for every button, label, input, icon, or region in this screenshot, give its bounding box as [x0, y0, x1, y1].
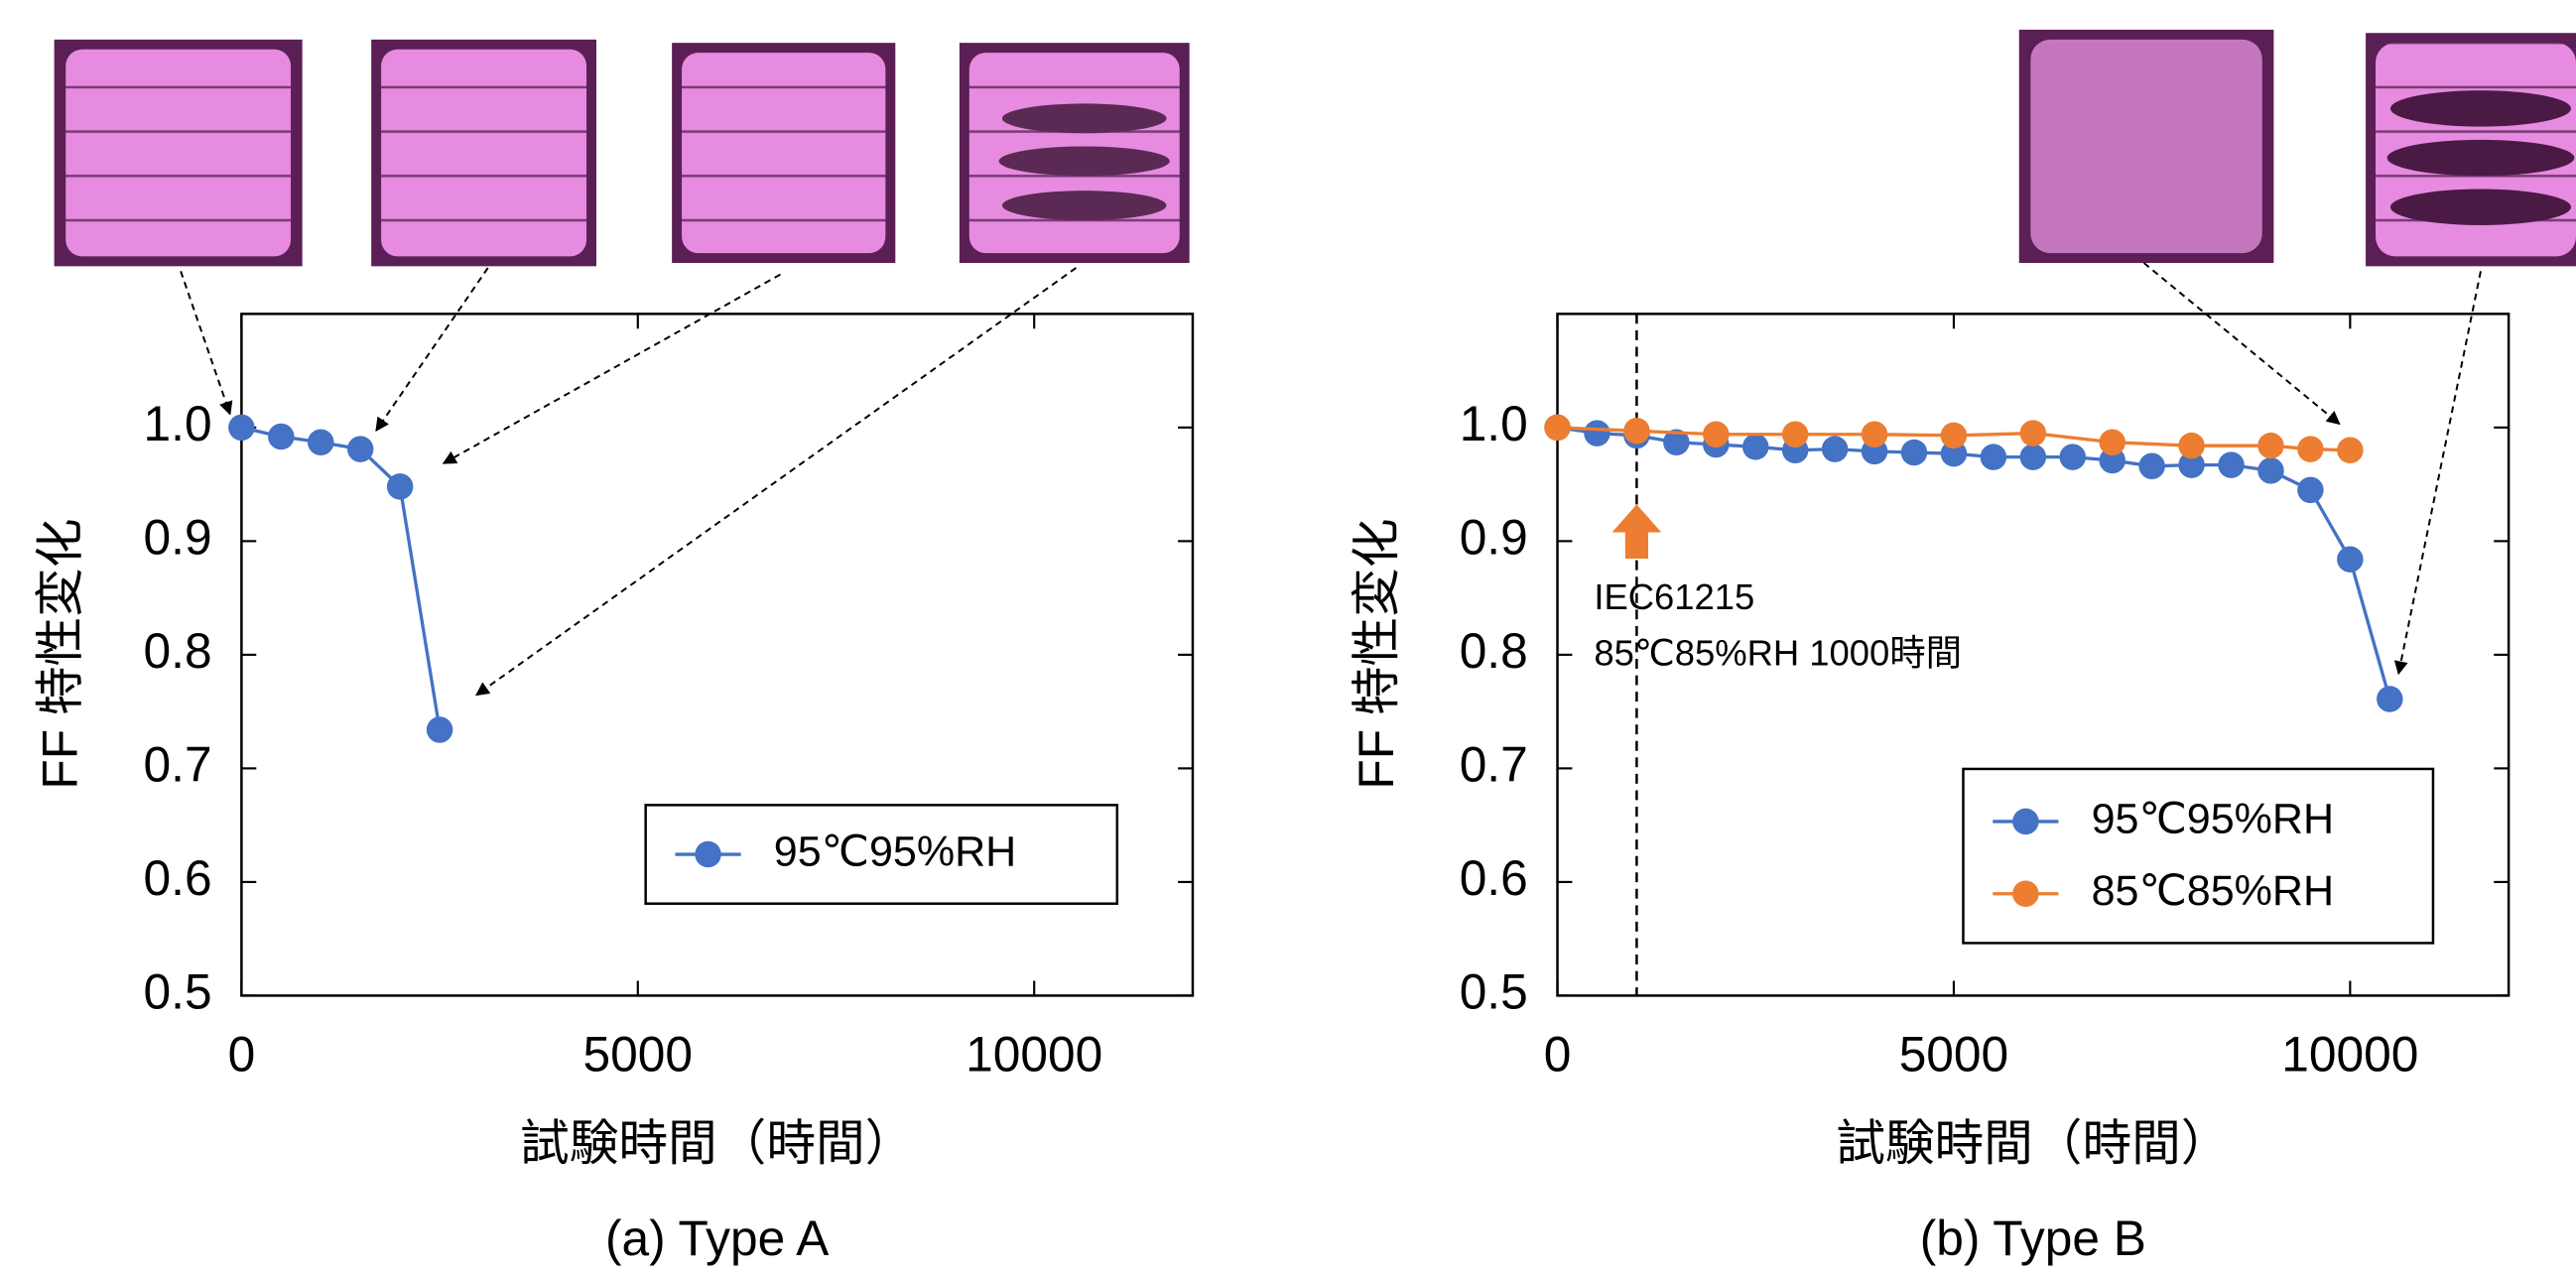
y-tick-label: 0.6	[144, 850, 212, 906]
y-tick-label: 0.7	[144, 737, 212, 793]
legend-label: 95℃95%RH	[774, 828, 1016, 875]
data-point	[2377, 686, 2402, 711]
data-point	[2099, 429, 2125, 454]
data-point	[1941, 423, 1967, 448]
data-point	[2297, 477, 2323, 503]
annotation: IEC61215	[1594, 576, 1754, 617]
data-point	[2060, 444, 2086, 469]
x-axis-label: 試験時間（時間）	[1836, 1115, 2230, 1171]
reference-arrow	[1612, 504, 1662, 559]
y-tick-label: 0.8	[1460, 623, 1528, 679]
y-tick-label: 0.9	[144, 509, 212, 565]
data-point	[427, 716, 452, 742]
x-tick-label: 10000	[966, 1026, 1102, 1082]
el-dark-bands	[999, 103, 1170, 220]
annotation: 85℃85%RH 1000時間	[1594, 632, 1962, 673]
data-point	[228, 415, 254, 441]
x-tick-label: 5000	[583, 1026, 693, 1082]
y-tick-label: 1.0	[144, 396, 212, 451]
y-tick-label: 0.8	[144, 623, 212, 679]
data-point	[347, 436, 373, 461]
el-image	[2030, 40, 2261, 253]
data-point	[2218, 451, 2244, 477]
y-tick-label: 0.5	[144, 964, 212, 1020]
legend-marker	[2012, 809, 2038, 834]
y-tick-label: 0.9	[1460, 509, 1528, 565]
el-image	[65, 50, 291, 257]
x-tick-label: 0	[1544, 1026, 1572, 1082]
el-images	[55, 30, 2576, 266]
legend-marker	[2012, 881, 2038, 907]
data-point	[2178, 433, 2204, 458]
series-line	[241, 428, 440, 730]
data-point	[2337, 438, 2363, 463]
x-tick-label: 5000	[1899, 1026, 2008, 1082]
data-point	[1782, 421, 1808, 446]
el-image	[682, 53, 885, 253]
legend-label: 95℃95%RH	[2092, 795, 2334, 842]
data-point	[1544, 415, 1570, 441]
el-image	[381, 50, 586, 257]
data-point	[2337, 546, 2363, 572]
page: {"chart_data": [ {"type": "line", "subti…	[0, 0, 2576, 1275]
data-point	[2020, 420, 2046, 446]
el-arrows	[181, 263, 2481, 695]
data-point	[308, 429, 333, 454]
y-tick-label: 0.7	[1460, 737, 1528, 793]
x-tick-label: 10000	[2281, 1026, 2418, 1082]
data-point	[1862, 421, 1887, 446]
data-point	[2257, 457, 2283, 483]
figure: 0.5 0.6 0.7 0.8 0.9 1.0 0 5000 10000 95℃95%RH 試験時間…	[0, 0, 2576, 1275]
data-point	[1584, 420, 1610, 446]
y-axis-label: FF 特性変化	[33, 519, 88, 790]
data-point	[1742, 434, 1768, 459]
data-point	[1901, 440, 1927, 465]
subtitle: (a) Type A	[605, 1211, 830, 1266]
data-point	[1822, 436, 1848, 461]
el-dark-bands	[2387, 90, 2575, 225]
y-axis-label: FF 特性変化	[1349, 519, 1404, 790]
subtitle: (b) Type B	[1920, 1211, 2146, 1266]
data-point	[2297, 436, 2323, 461]
data-point	[1703, 421, 1729, 446]
x-axis-label: 試験時間（時間）	[520, 1115, 914, 1171]
data-point	[387, 473, 413, 499]
y-tick-label: 0.5	[1460, 964, 1528, 1020]
y-tick-label: 1.0	[1460, 396, 1528, 451]
data-point	[2257, 433, 2283, 458]
data-point	[2020, 444, 2046, 469]
legend-label: 85℃85%RH	[2092, 867, 2334, 915]
legend-marker	[695, 841, 720, 867]
data-point	[1623, 418, 1649, 444]
x-tick-label: 0	[228, 1026, 256, 1082]
y-tick-label: 0.6	[1460, 850, 1528, 906]
data-point	[2138, 453, 2164, 479]
data-point	[268, 424, 294, 449]
data-point	[1981, 444, 2006, 469]
